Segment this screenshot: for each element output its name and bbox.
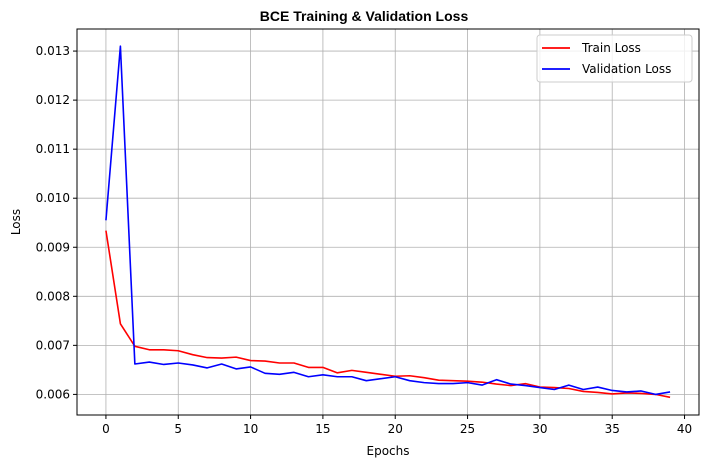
x-tick-label: 35	[605, 422, 620, 436]
series-line-validation-loss	[105, 45, 671, 396]
x-tick-label: 25	[460, 422, 475, 436]
x-tick-label: 5	[174, 422, 182, 436]
y-axis-label: Loss	[9, 209, 23, 235]
y-tick-label: 0.010	[36, 191, 70, 205]
x-tick-label: 15	[315, 422, 330, 436]
y-tick-label: 0.011	[36, 142, 70, 156]
x-tick-label: 40	[677, 422, 692, 436]
series-lines	[105, 45, 671, 399]
legend: Train Loss Validation Loss	[536, 34, 693, 83]
axis-ticks: 0 5 10 15 20 25 30 35 40 0.006 0.007 0.008 0.009 0.01…	[36, 44, 693, 436]
legend-box	[536, 34, 693, 83]
chart-title: BCE Training & Validation Loss	[260, 8, 469, 24]
y-tick-label: 0.012	[36, 93, 70, 107]
x-axis-label: Epochs	[367, 444, 410, 458]
x-tick-label: 10	[243, 422, 258, 436]
y-tick-label: 0.006	[36, 387, 70, 401]
series-line-train-loss	[105, 230, 671, 399]
legend-label-validation: Validation Loss	[582, 62, 671, 76]
grid-lines	[77, 29, 699, 415]
legend-label-train: Train Loss	[581, 41, 641, 55]
x-tick-label: 0	[102, 422, 110, 436]
y-tick-label: 0.007	[36, 338, 70, 352]
plot-area-frame	[76, 28, 700, 416]
y-tick-label: 0.008	[36, 289, 70, 303]
x-tick-label: 20	[388, 422, 403, 436]
y-tick-label: 0.009	[36, 240, 70, 254]
x-tick-label: 30	[532, 422, 547, 436]
y-tick-label: 0.013	[36, 44, 70, 58]
